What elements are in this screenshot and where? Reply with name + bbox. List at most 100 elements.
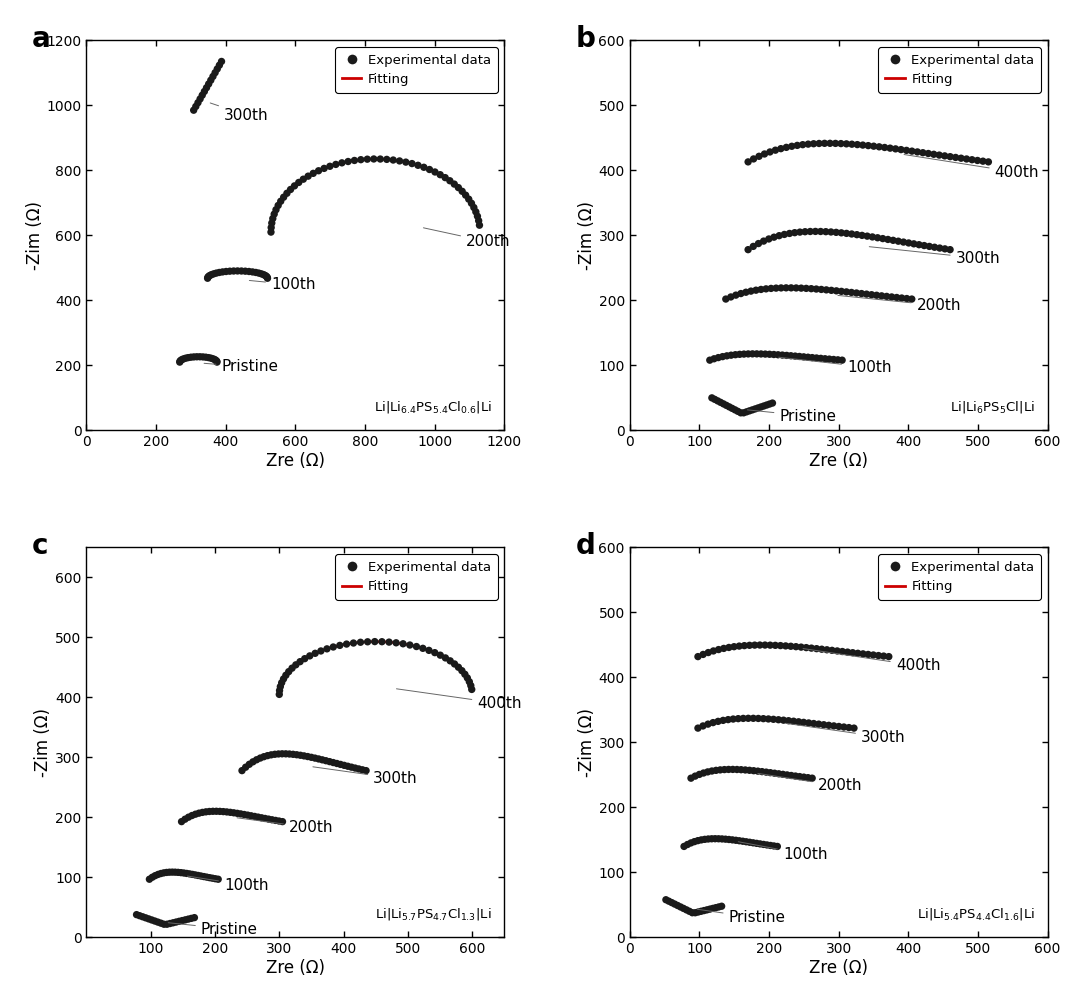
Point bbox=[692, 903, 710, 919]
Point bbox=[397, 154, 415, 170]
Point bbox=[737, 762, 754, 778]
Point bbox=[177, 912, 194, 928]
Point bbox=[683, 770, 700, 786]
Point bbox=[176, 811, 193, 828]
Point bbox=[208, 354, 226, 370]
Point bbox=[339, 153, 356, 169]
Point bbox=[807, 224, 824, 240]
Point bbox=[958, 151, 975, 167]
Text: 200th: 200th bbox=[237, 817, 334, 835]
Point bbox=[761, 838, 779, 854]
Point bbox=[828, 643, 846, 659]
Point bbox=[180, 866, 198, 882]
Point bbox=[346, 152, 363, 168]
Point bbox=[310, 162, 327, 178]
Point bbox=[214, 264, 231, 280]
Point bbox=[251, 265, 268, 281]
Point bbox=[179, 350, 197, 366]
Point bbox=[810, 716, 827, 732]
Point bbox=[858, 286, 875, 302]
Point bbox=[789, 714, 807, 730]
Point bbox=[334, 155, 351, 171]
Point bbox=[735, 346, 753, 362]
Point bbox=[260, 811, 278, 828]
Point bbox=[149, 914, 166, 930]
Point bbox=[384, 152, 402, 168]
Point bbox=[460, 192, 477, 208]
Point bbox=[732, 405, 750, 421]
Point bbox=[713, 898, 730, 914]
Point bbox=[193, 87, 211, 103]
Point bbox=[808, 641, 825, 657]
Point bbox=[727, 287, 744, 303]
Point bbox=[842, 284, 860, 300]
Point bbox=[921, 238, 939, 254]
Point bbox=[759, 711, 777, 727]
Point bbox=[173, 813, 190, 830]
Point bbox=[167, 914, 185, 930]
Point bbox=[744, 238, 761, 254]
Point bbox=[211, 264, 228, 280]
Point bbox=[849, 136, 866, 152]
Point bbox=[144, 912, 161, 928]
Point bbox=[714, 349, 731, 365]
Point bbox=[798, 639, 815, 655]
Point bbox=[140, 911, 158, 927]
Point bbox=[820, 718, 837, 734]
Point bbox=[275, 671, 293, 687]
Point bbox=[191, 349, 208, 365]
Point bbox=[278, 667, 295, 683]
Point bbox=[860, 137, 877, 153]
Point bbox=[804, 350, 821, 366]
Point bbox=[781, 226, 798, 242]
Point bbox=[740, 154, 757, 170]
Point bbox=[199, 270, 216, 286]
Point bbox=[942, 148, 959, 164]
Text: Li|Li$_{5.4}$PS$_{4.4}$Cl$_{1.6}$|Li: Li|Li$_{5.4}$PS$_{4.4}$Cl$_{1.6}$|Li bbox=[917, 906, 1035, 922]
Point bbox=[658, 892, 675, 908]
Point bbox=[672, 899, 689, 915]
Point bbox=[974, 153, 991, 169]
Text: Pristine: Pristine bbox=[698, 909, 785, 925]
Point bbox=[258, 269, 275, 285]
Point bbox=[827, 135, 845, 151]
Point bbox=[854, 646, 872, 662]
Point bbox=[235, 806, 253, 823]
Point bbox=[319, 641, 336, 657]
Point bbox=[980, 154, 997, 170]
Point bbox=[860, 646, 877, 662]
Point bbox=[321, 754, 338, 770]
Y-axis label: -Zim (Ω): -Zim (Ω) bbox=[35, 708, 53, 777]
Point bbox=[863, 286, 880, 302]
Point bbox=[241, 263, 258, 279]
Point bbox=[703, 390, 720, 406]
Point bbox=[865, 138, 882, 154]
Point bbox=[963, 151, 981, 167]
Point bbox=[864, 229, 881, 245]
Point bbox=[740, 711, 757, 727]
Point bbox=[703, 763, 720, 779]
Point bbox=[198, 869, 215, 885]
Point bbox=[731, 347, 748, 363]
Point bbox=[237, 263, 254, 279]
Point bbox=[164, 864, 181, 880]
Point bbox=[843, 226, 861, 242]
Point bbox=[849, 645, 866, 661]
Point bbox=[786, 225, 804, 241]
Point bbox=[778, 139, 795, 155]
Point bbox=[812, 281, 829, 297]
Point bbox=[310, 751, 327, 767]
Point bbox=[859, 228, 876, 244]
Point bbox=[194, 349, 212, 365]
Point bbox=[229, 263, 246, 279]
Point bbox=[284, 746, 301, 762]
Point bbox=[741, 762, 758, 778]
Point bbox=[750, 711, 767, 727]
Point bbox=[174, 912, 191, 928]
Point bbox=[744, 402, 761, 418]
Point bbox=[694, 718, 712, 734]
Point bbox=[848, 227, 865, 243]
Point bbox=[446, 656, 463, 672]
Point bbox=[183, 910, 200, 926]
Point bbox=[718, 348, 735, 364]
